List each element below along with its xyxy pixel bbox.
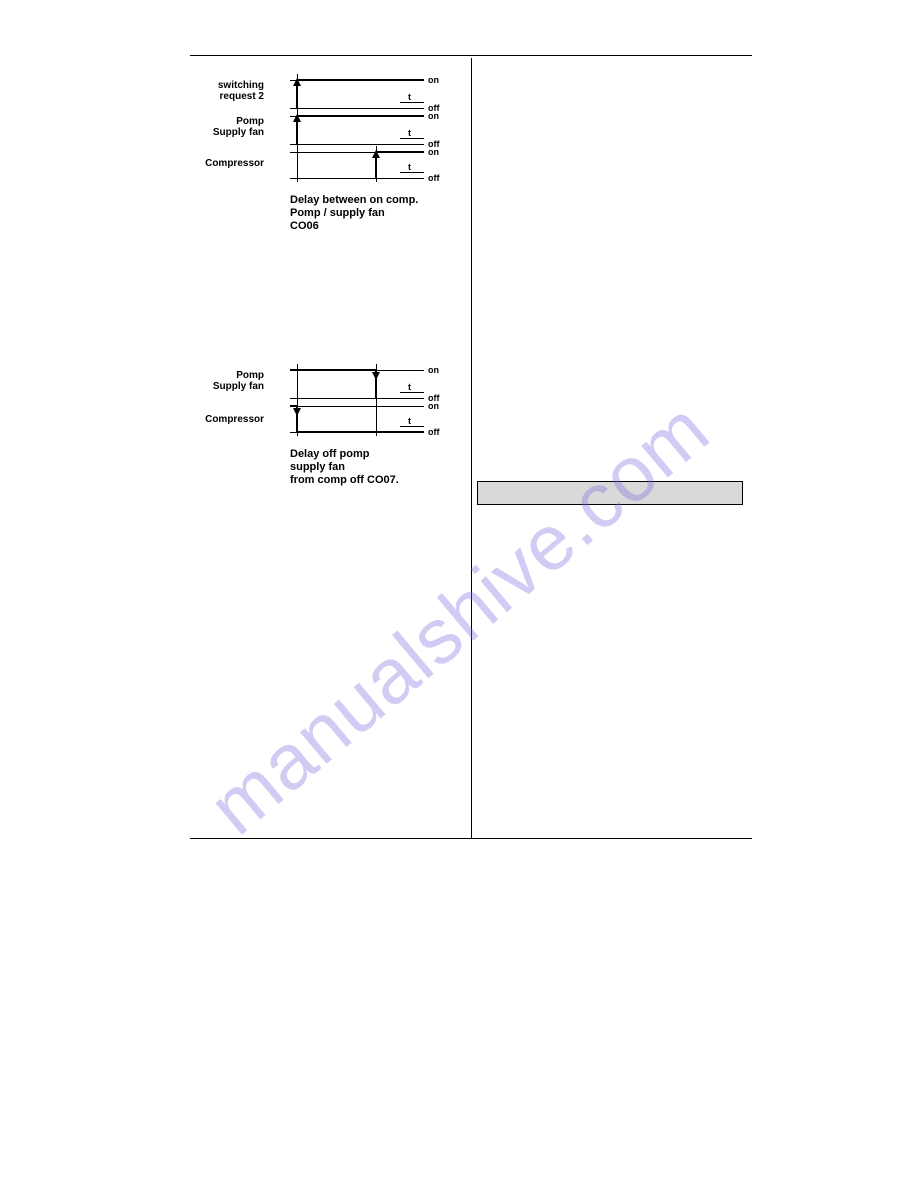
bottom-rule — [190, 838, 752, 839]
timing-diagram-2: PompSupply fan on off t Compressor on of… — [190, 356, 456, 501]
diagram-caption: Delay off pomp supply fan from comp off … — [290, 448, 399, 488]
t-label: t — [408, 92, 411, 102]
signal-low — [297, 431, 424, 433]
t-tick — [400, 172, 424, 173]
axis-off-line — [290, 178, 424, 179]
row-label: Compressor — [190, 158, 264, 169]
t-tick — [400, 426, 424, 427]
caption-line: supply fan — [290, 461, 345, 473]
grey-placeholder-box — [477, 481, 743, 505]
on-label: on — [428, 401, 439, 411]
row-label: Compressor — [190, 414, 264, 425]
t-label: t — [408, 416, 411, 426]
axis-on-line — [290, 406, 424, 407]
left-column: switchingrequest 2 on off t PompSupply f… — [190, 58, 471, 838]
time-ref-secondary — [376, 364, 377, 436]
time-ref-primary — [297, 364, 298, 436]
row-label: PompSupply fan — [190, 370, 264, 392]
on-label: on — [428, 365, 439, 375]
t-label: t — [408, 128, 411, 138]
off-label: off — [428, 427, 440, 437]
signal-high — [376, 151, 424, 153]
caption-line: from comp off CO07. — [290, 474, 399, 486]
row-label: switchingrequest 2 — [190, 80, 264, 102]
signal-high — [297, 115, 424, 117]
two-column-layout: switchingrequest 2 on off t PompSupply f… — [190, 58, 752, 838]
on-label: on — [428, 147, 439, 157]
time-ref-secondary — [376, 146, 377, 182]
diagram-caption: Delay between on comp. Pomp / supply fan… — [290, 194, 418, 234]
top-rule — [190, 55, 752, 56]
right-column — [471, 58, 752, 838]
axis-off-line — [290, 144, 424, 145]
row-label: PompSupply fan — [190, 116, 264, 138]
t-tick — [400, 102, 424, 103]
t-tick — [400, 392, 424, 393]
time-ref-primary — [297, 74, 298, 182]
on-label: on — [428, 111, 439, 121]
axis-off-line — [290, 108, 424, 109]
page-content: switchingrequest 2 on off t PompSupply f… — [190, 55, 752, 839]
caption-line: CO06 — [290, 220, 319, 232]
t-tick — [400, 138, 424, 139]
on-label: on — [428, 75, 439, 85]
t-label: t — [408, 162, 411, 172]
caption-line: Delay between on comp. — [290, 194, 418, 206]
signal-high — [297, 79, 424, 81]
caption-line: Pomp / supply fan — [290, 207, 385, 219]
caption-line: Delay off pomp — [290, 448, 369, 460]
timing-diagram-1: switchingrequest 2 on off t PompSupply f… — [190, 66, 456, 226]
off-label: off — [428, 173, 440, 183]
t-label: t — [408, 382, 411, 392]
axis-off-line — [290, 398, 424, 399]
signal-high — [290, 369, 376, 371]
